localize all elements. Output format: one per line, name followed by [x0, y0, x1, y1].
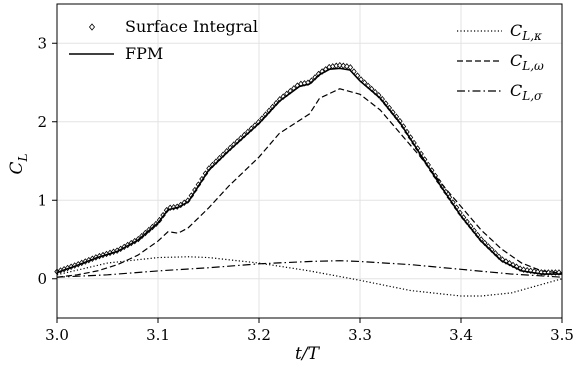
series-line-fpm: [56, 67, 562, 275]
legend-label: CL,ω: [510, 51, 544, 73]
series-line-c-l: [56, 260, 563, 278]
y-axis-label: CL: [7, 153, 30, 174]
legend-label: Surface Integral: [125, 17, 258, 36]
series-layer: [54, 62, 563, 297]
data-point: [510, 261, 516, 269]
legend-left: Surface Integral FPM: [69, 17, 258, 63]
legend-label: FPM: [125, 44, 163, 63]
series-surface-integral: [54, 62, 562, 276]
y-tick-label: 2: [37, 113, 47, 131]
legend-marker: [88, 23, 96, 31]
legend-label: CL,σ: [510, 81, 543, 103]
series-line-c-l: [56, 256, 563, 297]
data-point: [517, 265, 523, 272]
y-tick-label: 3: [37, 34, 47, 52]
ticks: 3.0 3.1 3.2 3.3 3.4 3.5 0 1 2 3: [37, 34, 573, 344]
x-tick-label: 3.1: [146, 326, 170, 344]
plot-frame: [56, 3, 563, 319]
data-point: [513, 263, 520, 270]
x-tick-label: 3.5: [550, 326, 573, 344]
y-tick-label: 1: [37, 191, 47, 209]
legend-right: CL,κ CL,ω CL,σ: [457, 21, 544, 103]
series-line-c-l: [56, 88, 563, 278]
x-tick-label: 3.4: [449, 326, 473, 344]
x-tick-label: 3.3: [348, 326, 372, 344]
legend-label: CL,κ: [510, 21, 542, 43]
y-tick-label: 0: [37, 270, 47, 288]
data-point: [276, 96, 283, 103]
x-tick-label: 3.2: [247, 326, 271, 344]
x-tick-label: 3.0: [45, 326, 69, 344]
x-axis-label: t/T: [295, 344, 321, 364]
